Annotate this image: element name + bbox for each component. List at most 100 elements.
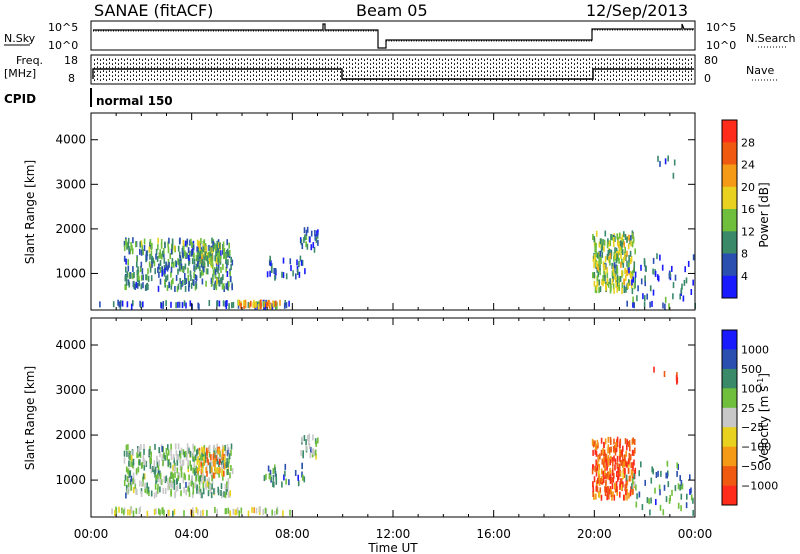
nave-dot <box>109 74 110 76</box>
nave-dot <box>649 62 650 64</box>
xtick-label-0: 00:00 <box>74 527 109 541</box>
echo-cell-1-0-315 <box>211 475 213 482</box>
nave-dot <box>376 71 377 73</box>
echo-cell-1-0-369 <box>226 444 229 451</box>
nave-dot <box>466 59 467 61</box>
echo-cell-0-0-362 <box>195 282 198 289</box>
echo-cell-0-0-33 <box>222 248 224 255</box>
echo-cell-0-0-361 <box>180 263 183 270</box>
nave-dot <box>529 66 530 68</box>
echo-cell-0-0-262 <box>143 238 146 245</box>
echo-cell-1-6-41 <box>657 470 659 477</box>
echo-cell-1-0-318 <box>153 460 156 467</box>
nave-dot <box>385 70 386 72</box>
nave-dot <box>493 66 494 68</box>
nave-dot <box>631 58 632 60</box>
echo-cell-0-0-80 <box>142 282 144 289</box>
nave-dot <box>115 58 116 60</box>
echo-cell-0-6-199 <box>594 246 596 253</box>
nave-dot <box>190 63 191 65</box>
echo-cell-1-4-55 <box>118 506 120 513</box>
nave-dot <box>220 75 221 77</box>
echo-cell-1-5-110 <box>606 471 609 478</box>
nave-dot <box>322 71 323 73</box>
nave-dot <box>310 71 311 73</box>
nave-dot <box>466 75 467 77</box>
velocity-data <box>111 366 694 517</box>
echo-cell-1-1-55 <box>216 467 219 474</box>
echo-cell-1-5-155 <box>610 455 612 462</box>
nave-dot <box>178 71 179 73</box>
echo-cell-0-0-37 <box>149 242 152 249</box>
echo-cell-1-0-340 <box>174 472 176 479</box>
nave-dot <box>625 66 626 68</box>
nave-dot <box>400 79 401 81</box>
nave-dot <box>115 74 116 76</box>
echo-cell-0-2-25 <box>295 273 297 280</box>
nave-dot <box>538 59 539 61</box>
echo-cell-0-0-291 <box>164 267 166 274</box>
echo-cell-0-6-181 <box>612 265 615 272</box>
nave-dot <box>580 67 581 69</box>
nave-dot <box>661 74 662 76</box>
echo-cell-1-5-6 <box>630 469 633 476</box>
nave-dot <box>211 62 212 64</box>
echo-cell-0-0-62 <box>205 268 208 275</box>
nave-dot <box>133 74 134 76</box>
nave-dot <box>217 78 218 80</box>
nave-dot <box>145 66 146 68</box>
nave-dot <box>520 63 521 65</box>
echo-cell-0-6-139 <box>599 238 602 245</box>
nave-dot <box>259 70 260 72</box>
nave-dot <box>331 78 332 80</box>
echo-cell-1-0-74 <box>126 450 128 457</box>
nave-dot <box>532 63 533 65</box>
echo-cell-0-1-43 <box>211 247 213 254</box>
nave-dot <box>235 78 236 80</box>
nave-dot <box>634 75 635 77</box>
echo-cell-1-4-45 <box>236 507 239 514</box>
echo-cell-1-5-129 <box>618 465 621 472</box>
nave-dot <box>304 63 305 65</box>
nave-dot <box>511 62 512 64</box>
nave-dot <box>130 63 131 65</box>
nave-dot <box>688 79 689 81</box>
echo-cell-1-0-109 <box>193 456 196 463</box>
echo-cell-0-0-66 <box>131 248 134 255</box>
echo-cell-1-6-26 <box>671 489 673 496</box>
nave-dot <box>670 79 671 81</box>
nave-dot <box>544 79 545 81</box>
echo-cell-0-6-162 <box>624 268 626 275</box>
echo-cell-0-2-27 <box>292 270 294 277</box>
echo-cell-0-4-27 <box>283 302 286 309</box>
echo-cell-0-6-97 <box>614 247 616 254</box>
nave-dot <box>280 67 281 69</box>
nave-dot <box>565 74 566 76</box>
echo-cell-0-0-294 <box>124 284 126 290</box>
echo-cell-1-0-150 <box>221 461 223 468</box>
echo-cell-1-5-94 <box>607 471 610 478</box>
nave-dot <box>202 71 203 73</box>
echo-cell-0-6-128 <box>628 234 630 241</box>
nave-dot <box>256 63 257 65</box>
nave-dot <box>481 62 482 64</box>
echo-cell-0-6-234 <box>614 236 616 242</box>
nave-dot <box>676 67 677 69</box>
nave-dot <box>223 70 224 72</box>
echo-cell-0-6-218 <box>610 249 613 256</box>
nave-dot <box>373 58 374 60</box>
echo-cell-0-6-185 <box>624 254 626 261</box>
nave-dot <box>361 66 362 68</box>
nave-dot <box>640 67 641 69</box>
echo-cell-1-5-2 <box>616 455 619 462</box>
echo-cell-1-0-351 <box>213 488 215 495</box>
echo-cell-0-0-233 <box>214 272 217 279</box>
echo-cell-0-0-379 <box>137 274 140 281</box>
echo-cell-1-0-82 <box>230 443 233 450</box>
nave-dot <box>613 78 614 80</box>
echo-cell-0-3-15 <box>310 230 313 237</box>
echo-cell-0-5-1 <box>248 302 251 309</box>
colorbar-segment-1-7 <box>722 466 737 486</box>
nave-dot <box>280 79 281 81</box>
echo-cell-1-5-123 <box>633 459 635 466</box>
